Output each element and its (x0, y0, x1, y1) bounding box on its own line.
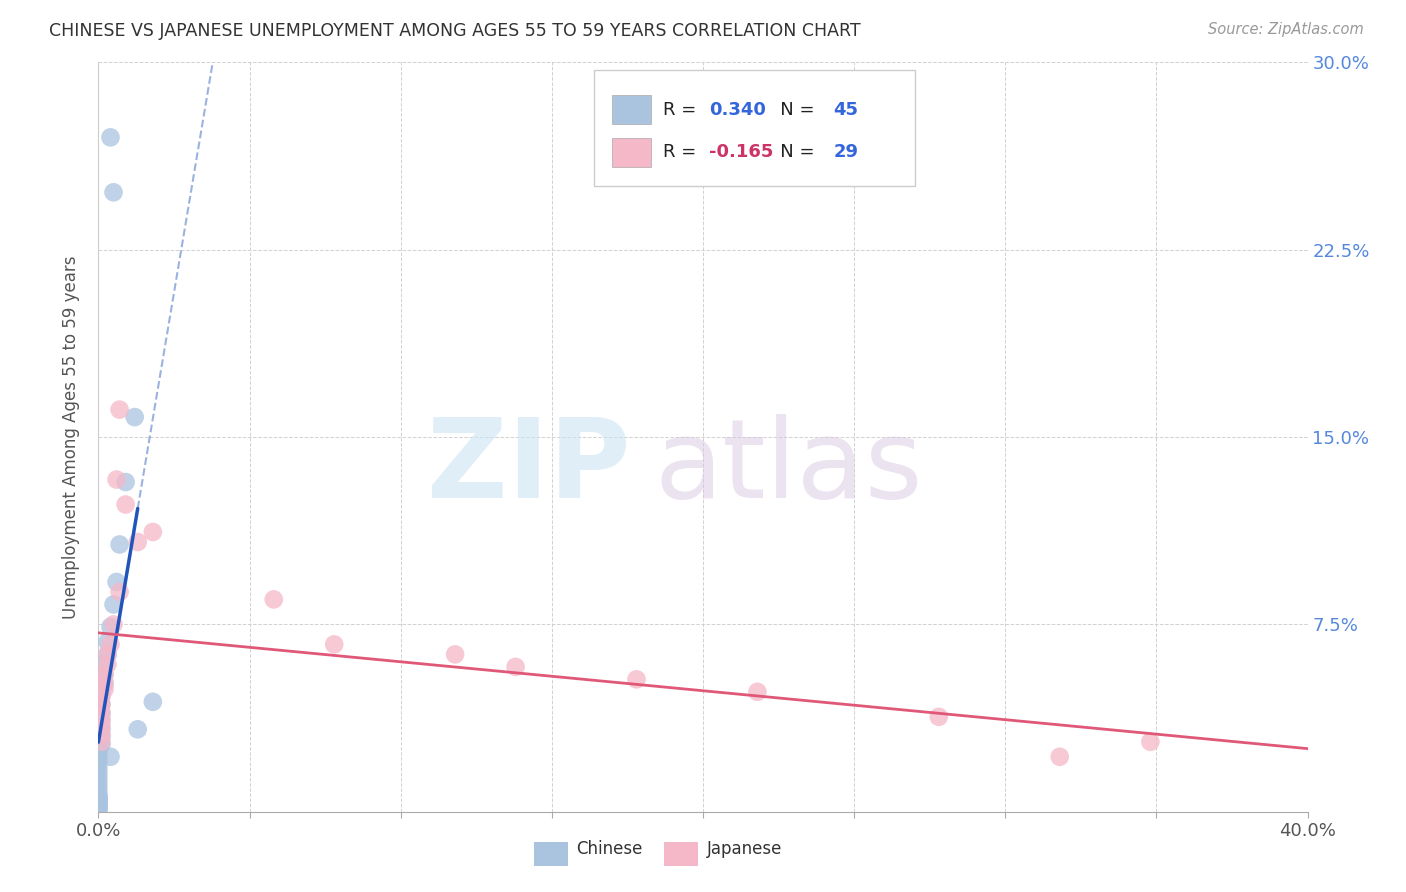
Point (127, 535, 149, 549)
Point (87, 789, 110, 804)
Point (108, 402, 131, 417)
Point (90, 735, 112, 749)
Point (103, 598, 125, 612)
Point (90, 705, 112, 719)
Point (1139, 735, 1161, 749)
Point (93, 657, 115, 672)
Point (87, 802, 110, 816)
Y-axis label: Unemployment Among Ages 55 to 59 years: Unemployment Among Ages 55 to 59 years (62, 255, 80, 619)
Point (93, 667, 115, 681)
Text: 0.340: 0.340 (709, 101, 766, 119)
Point (108, 585, 131, 599)
Point (96, 635, 118, 649)
Text: atlas: atlas (655, 414, 924, 521)
Point (87, 792, 110, 806)
Point (90, 707, 112, 722)
Point (87, 752, 110, 766)
Point (105, 574, 128, 589)
Text: R =: R = (664, 144, 702, 161)
Point (90, 698, 112, 712)
Text: N =: N = (763, 101, 821, 119)
Point (127, 723, 149, 737)
Point (263, 592, 285, 607)
Point (626, 673, 648, 687)
Point (87, 742, 110, 756)
Point (96, 648, 118, 662)
Point (93, 682, 115, 697)
Point (90, 698, 112, 712)
Point (124, 410, 146, 425)
Point (90, 720, 112, 734)
Point (87, 762, 110, 776)
Point (87, 797, 110, 812)
Text: Japanese: Japanese (707, 840, 782, 858)
Point (90, 714, 112, 729)
Point (93, 674, 115, 689)
Point (87, 789, 110, 804)
Point (100, 637, 122, 651)
FancyBboxPatch shape (664, 842, 699, 866)
Point (87, 772, 110, 787)
Point (100, 620, 122, 634)
Point (505, 660, 527, 674)
Point (1049, 749, 1071, 764)
Point (90, 712, 112, 726)
Point (96, 648, 118, 662)
Point (747, 685, 769, 699)
Point (87, 757, 110, 772)
Point (444, 648, 467, 662)
FancyBboxPatch shape (613, 95, 651, 124)
Point (103, 617, 125, 632)
Text: -0.165: -0.165 (709, 144, 773, 161)
Point (87, 777, 110, 791)
Point (87, 795, 110, 809)
Point (87, 799, 110, 814)
Text: Source: ZipAtlas.com: Source: ZipAtlas.com (1208, 22, 1364, 37)
Point (105, 473, 128, 487)
Point (100, 749, 122, 764)
Text: ZIP: ZIP (427, 414, 630, 521)
Point (87, 799, 110, 814)
Point (142, 524, 165, 539)
Text: Chinese: Chinese (576, 840, 643, 858)
FancyBboxPatch shape (534, 842, 568, 866)
Text: CHINESE VS JAPANESE UNEMPLOYMENT AMONG AGES 55 TO 59 YEARS CORRELATION CHART: CHINESE VS JAPANESE UNEMPLOYMENT AMONG A… (49, 22, 860, 40)
Point (108, 537, 131, 551)
Point (103, 186, 125, 200)
Text: R =: R = (664, 101, 702, 119)
FancyBboxPatch shape (613, 138, 651, 167)
Point (90, 723, 112, 737)
Point (87, 767, 110, 781)
Text: N =: N = (763, 144, 821, 161)
Text: 29: 29 (834, 144, 859, 161)
Point (93, 677, 115, 691)
Point (90, 730, 112, 744)
Point (114, 498, 136, 512)
FancyBboxPatch shape (595, 70, 915, 186)
Point (90, 687, 112, 701)
Point (87, 795, 110, 809)
Point (90, 727, 112, 741)
Point (323, 637, 346, 651)
Point (87, 747, 110, 762)
Point (90, 737, 112, 751)
Point (87, 782, 110, 797)
Point (87, 787, 110, 801)
Point (100, 130, 122, 145)
Point (87, 802, 110, 816)
Text: 45: 45 (834, 101, 859, 119)
Point (96, 657, 118, 672)
Point (93, 667, 115, 681)
Point (142, 695, 165, 709)
Point (87, 797, 110, 812)
Point (114, 475, 136, 489)
Point (928, 710, 950, 724)
Point (90, 690, 112, 704)
Point (87, 792, 110, 806)
